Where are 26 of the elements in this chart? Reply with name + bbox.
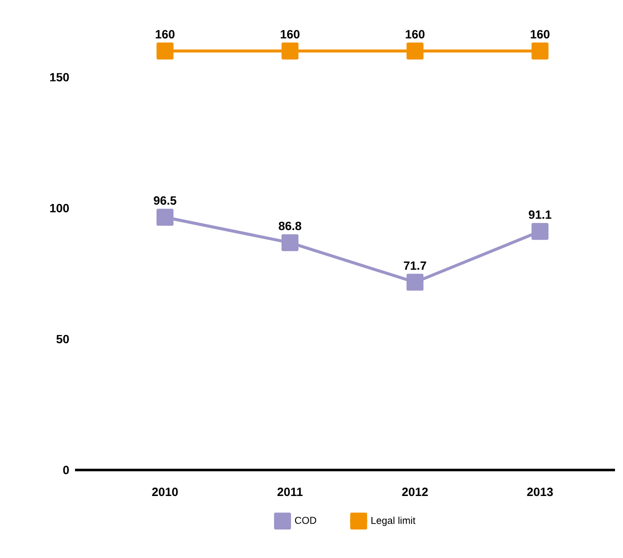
y-tick-label: 50 — [56, 334, 69, 344]
point — [156, 208, 174, 226]
x-tick-label: 2012 — [402, 488, 428, 496]
point — [282, 42, 298, 60]
point — [532, 42, 548, 60]
data-label: 160 — [530, 30, 550, 38]
legend-label: COD — [295, 516, 316, 524]
data-label: 86.8 — [278, 222, 302, 230]
point — [532, 222, 548, 240]
data-label: 160 — [280, 30, 300, 38]
point — [282, 234, 298, 252]
data-label: 71.7 — [404, 261, 426, 270]
y-tick-label: 0 — [63, 466, 69, 474]
data-label: 160 — [406, 30, 424, 38]
legend-label: Legal limit — [371, 516, 416, 526]
y-tick-label: 100 — [50, 204, 69, 212]
data-label: 160 — [156, 30, 174, 38]
x-tick-label: 2010 — [152, 488, 178, 496]
point — [156, 42, 174, 60]
x-tick-label: 2011 — [277, 488, 303, 496]
point — [406, 274, 424, 291]
x-tick-label: 2013 — [527, 488, 553, 496]
y-tick-label: 150 — [50, 72, 69, 82]
point — [406, 42, 424, 60]
data-label: 96.5 — [154, 196, 176, 205]
data-label: 91.1 — [528, 210, 552, 219]
